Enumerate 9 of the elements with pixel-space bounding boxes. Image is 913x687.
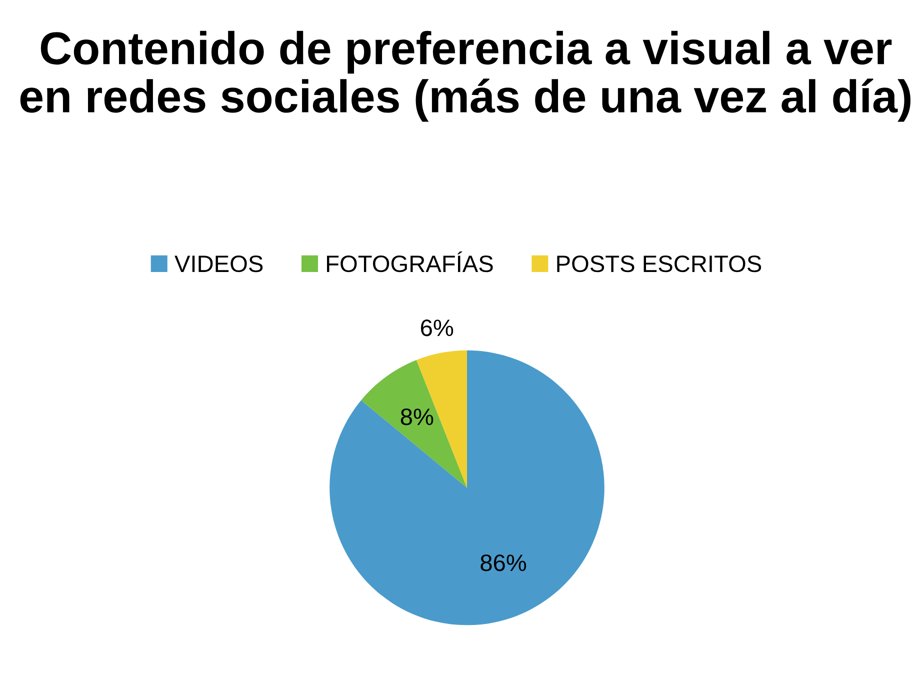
data-label: 86% [480, 554, 526, 572]
legend-label: VIDEOS [174, 255, 263, 272]
data-label: 6% [421, 319, 454, 336]
chart-title: Contenido de preferencia a visual a ver en redes sociales (más de una vez al día) [20, 30, 910, 122]
legend-label: FOTOGRAFÍAS [327, 251, 493, 272]
pie-slice [330, 350, 604, 626]
pie-slice [361, 360, 467, 488]
legend-label: POSTS ESCRITOS [557, 255, 762, 272]
data-label: 8% [400, 408, 434, 426]
